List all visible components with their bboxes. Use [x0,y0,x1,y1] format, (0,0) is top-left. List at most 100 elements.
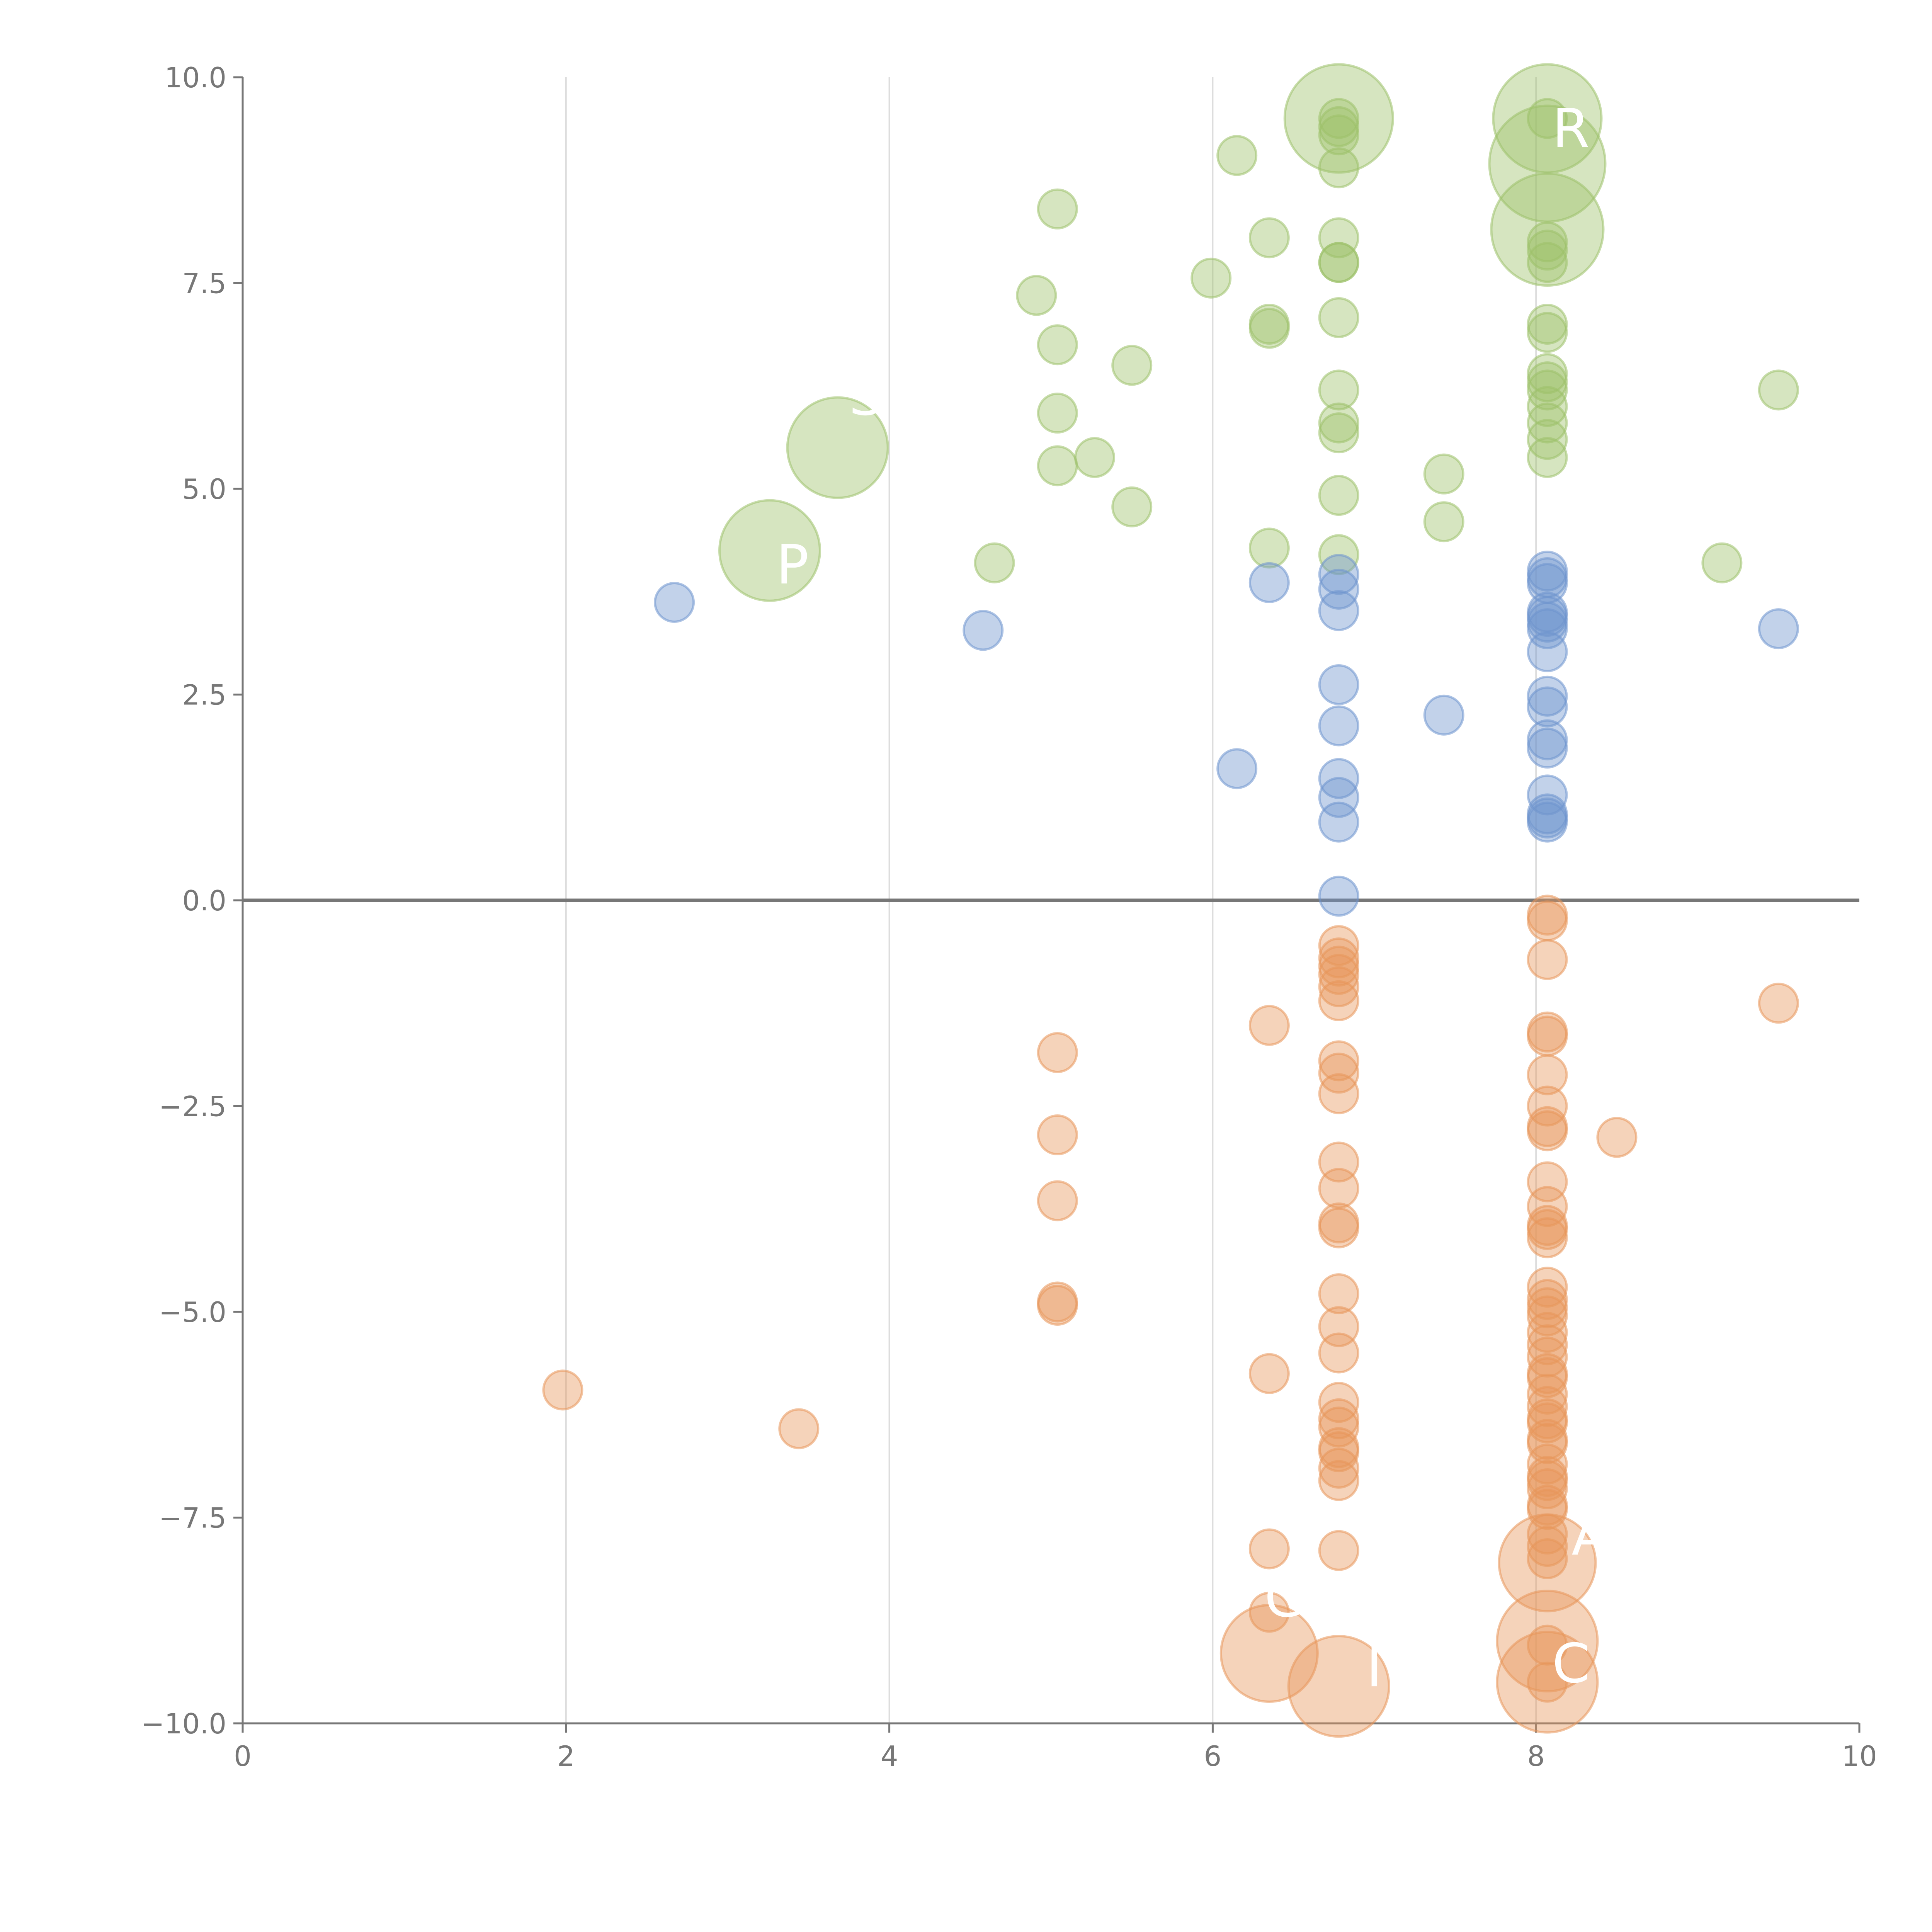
data-point [1527,419,1568,460]
x-tick-label: 4 [881,1740,898,1772]
data-point [1318,1168,1359,1209]
data-point [1318,590,1359,631]
data-point [1527,1357,1568,1398]
data-point [1527,1324,1568,1366]
data-point [1318,217,1359,259]
data-point [1037,324,1078,366]
data-point [1318,966,1359,1007]
x-tick-label: 0 [234,1740,252,1772]
data-point [1318,297,1359,338]
data-point [1318,554,1359,595]
series-blue [654,551,1799,917]
data-point [1318,1273,1359,1315]
data-point [1318,475,1359,516]
data-point [1527,1468,1568,1509]
series-green [718,63,1799,602]
y-tick-label: 10.0 [165,61,226,94]
annotations: R S P G C I A [776,97,1609,1699]
data-point [1527,1161,1568,1202]
data-point [1527,727,1568,769]
data-point [1037,188,1078,230]
data-point [1248,1592,1290,1633]
data-point [1527,369,1568,411]
data-point [1488,104,1607,223]
data-point [1037,1114,1078,1156]
data-point [1318,1382,1359,1423]
data-point [1527,1526,1568,1567]
data-point [1248,1005,1290,1046]
data-point [1318,568,1359,610]
data-point [1111,345,1153,386]
data-point [1596,1117,1638,1158]
data-point [1037,1032,1078,1073]
data-point [1423,453,1464,495]
data-point [1037,1284,1078,1326]
data-point [1527,1538,1568,1579]
data-point [1527,402,1568,444]
data-point [1318,412,1359,454]
data-point [1248,217,1290,259]
data-point [1016,275,1057,316]
data-point [1318,1406,1359,1448]
data-point [1248,1353,1290,1394]
data-point [1527,608,1568,650]
data-point [1527,312,1568,353]
tick-labels: 0 2 4 6 8 10 10.0 7.5 5.0 2.5 0.0 −2.5 −5.0 −7.5 −10.0 [141,61,1877,1772]
data-point [1248,308,1290,349]
data-point [1527,939,1568,980]
data-point [1496,1590,1599,1692]
data-point [1527,1386,1568,1427]
data-point [1527,675,1568,717]
data-point [1318,1207,1359,1248]
x-tick-label: 6 [1204,1740,1221,1772]
data-point [1216,135,1258,176]
data-point [1318,1073,1359,1114]
data-point [1318,1460,1359,1501]
data-point [1527,242,1568,283]
data-point [1037,445,1078,486]
data-point [974,542,1015,583]
annotation-label: I [1366,1636,1382,1699]
data-point [1527,801,1568,843]
data-point [1318,114,1359,156]
data-point [1423,694,1464,736]
y-tick-label: −5.0 [159,1296,226,1328]
data-point [778,1408,820,1449]
annotation-label: C [1552,1633,1590,1696]
data-point [1318,402,1359,444]
annotation-label: A [1571,1505,1609,1568]
data-point [718,499,821,602]
data-point [1248,1528,1290,1570]
annotation-label: R [1552,97,1590,160]
data-point [1287,1635,1390,1738]
data-point [654,582,695,623]
data-point [1490,172,1605,287]
data-point [1758,608,1799,650]
y-tick-label: −10.0 [141,1708,226,1740]
data-point [1527,1015,1568,1057]
data-point [1527,1295,1568,1337]
data-point [1527,631,1568,672]
data-point [1527,386,1568,427]
data-point [1527,1489,1568,1530]
data-point [1527,900,1568,942]
data-point [1496,1631,1599,1734]
data-point [1527,1444,1568,1485]
data-point [1527,686,1568,728]
y-tick-label: −2.5 [159,1090,226,1123]
data-point [1318,777,1359,818]
data-point [1318,801,1359,843]
y-tick-label: 0.0 [182,884,226,917]
data-point [1318,242,1359,283]
data-point [1318,1053,1359,1094]
data-point [1498,1513,1597,1612]
data-point [1527,437,1568,478]
data-point [1527,1110,1568,1151]
data-point [1248,562,1290,603]
data-point [1318,876,1359,917]
data-point [1527,1337,1568,1378]
x-tick-label: 10 [1842,1740,1877,1772]
data-point [1216,748,1258,789]
data-point [1190,257,1232,299]
data-point [1527,230,1568,271]
